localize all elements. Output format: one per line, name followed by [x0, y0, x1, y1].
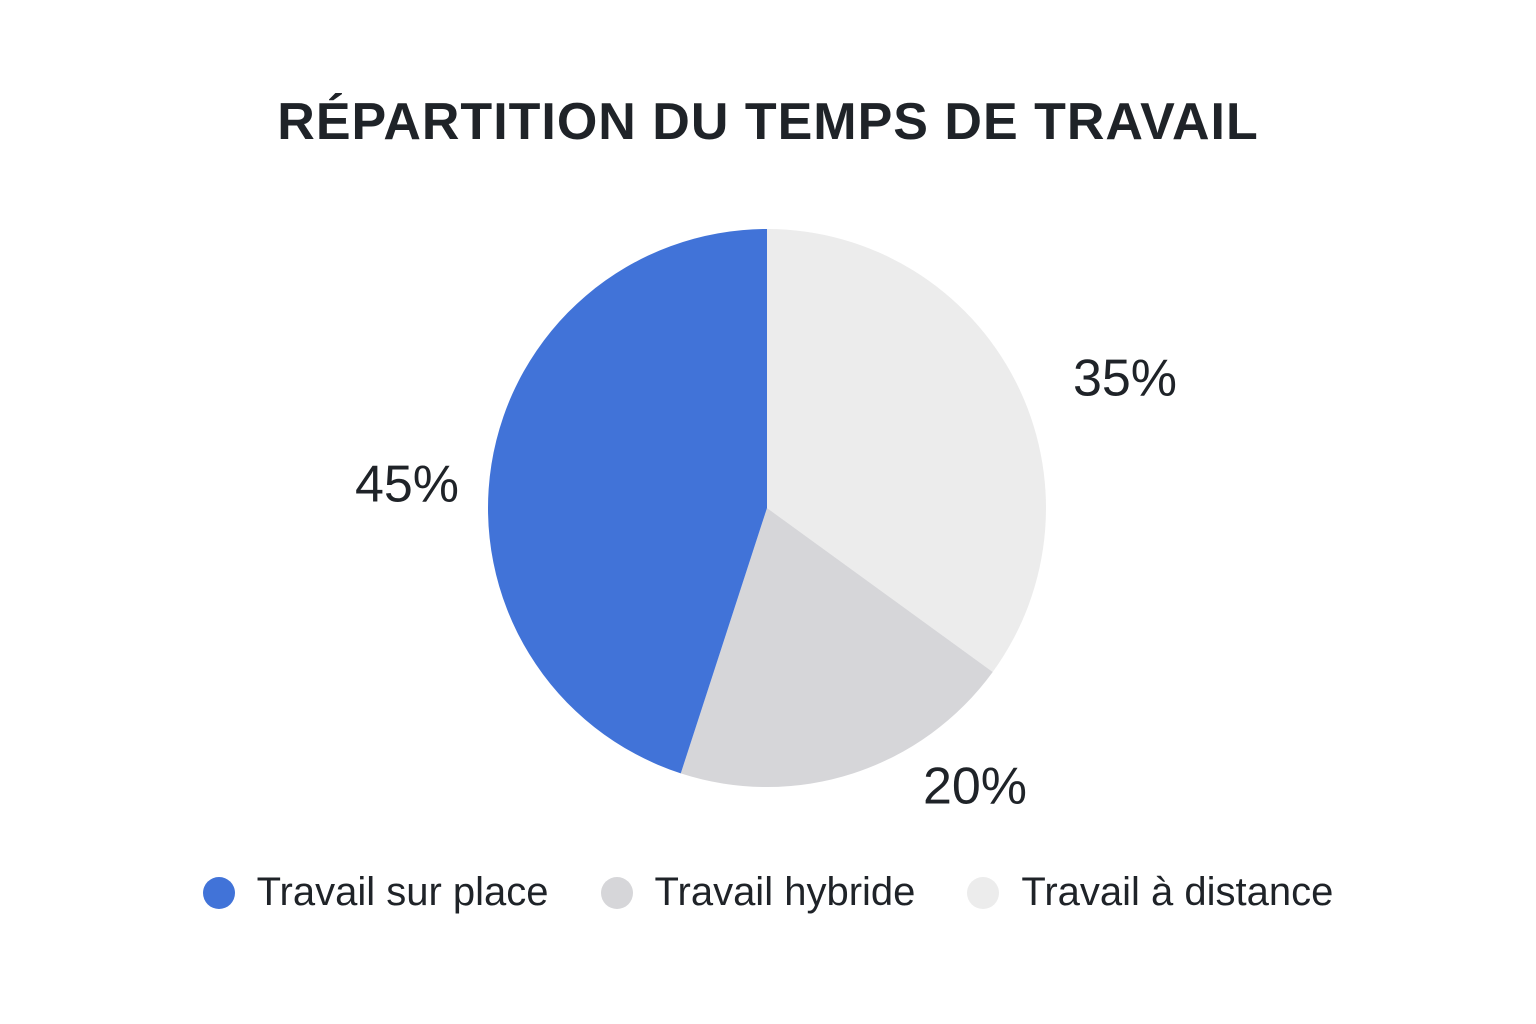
legend-item-travail-sur-place: Travail sur place	[202, 870, 549, 915]
pie-labels: 35% 20% 45%	[355, 350, 1177, 816]
legend-label-travail-sur-place: Travail sur place	[256, 870, 549, 914]
legend-swatch-travail-sur-place	[202, 876, 235, 909]
pie-slice-travail-distance	[767, 229, 1046, 672]
legend-label-travail-a-distance: Travail à distance	[1021, 870, 1334, 914]
legend-swatch-travail-hybride	[600, 876, 633, 909]
pie-slices	[487, 229, 1046, 787]
pie-slice-travail-sur-place	[487, 229, 767, 774]
legend-label-travail-hybride: Travail hybride	[654, 870, 916, 914]
data-label-travail-sur-place: 45%	[355, 456, 459, 514]
legend-swatch-travail-a-distance	[967, 876, 1000, 909]
data-label-travail-distance: 35%	[1073, 350, 1177, 408]
legend: Travail sur place Travail hybride Travai…	[0, 870, 1536, 915]
chart-title: RÉPARTITION DU TEMPS DE TRAVAIL	[277, 93, 1259, 151]
legend-item-travail-hybride: Travail hybride	[600, 870, 916, 915]
pie-slice-travail-hybride	[680, 508, 993, 787]
data-label-travail-hybride: 20%	[923, 758, 1027, 816]
legend-item-travail-a-distance: Travail à distance	[967, 870, 1333, 915]
